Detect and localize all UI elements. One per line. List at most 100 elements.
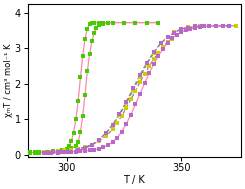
- Point: [220, 24, 224, 27]
- Point: [227, 24, 231, 27]
- Point: [97, 138, 101, 141]
- Point: [166, 36, 170, 39]
- Point: [220, 24, 224, 27]
- Point: [124, 106, 128, 109]
- Point: [46, 151, 50, 154]
- Point: [214, 24, 218, 27]
- Point: [227, 24, 231, 27]
- Point: [85, 70, 89, 73]
- Point: [69, 150, 73, 153]
- Point: [193, 25, 197, 28]
- Point: [69, 148, 73, 151]
- Point: [33, 151, 37, 154]
- Point: [138, 75, 142, 78]
- Point: [202, 25, 206, 28]
- Point: [193, 26, 197, 29]
- Point: [179, 27, 183, 30]
- Point: [69, 150, 73, 153]
- Point: [85, 27, 89, 30]
- Point: [62, 150, 66, 153]
- Point: [186, 26, 190, 29]
- Point: [42, 151, 46, 154]
- Point: [83, 145, 87, 148]
- Point: [56, 151, 60, 154]
- Point: [202, 25, 206, 28]
- Point: [42, 151, 46, 154]
- Point: [62, 149, 66, 152]
- Point: [101, 146, 105, 149]
- Point: [198, 25, 202, 28]
- Point: [72, 131, 75, 134]
- Point: [83, 93, 87, 96]
- Point: [170, 37, 174, 40]
- Point: [97, 24, 101, 27]
- Point: [83, 146, 87, 149]
- Point: [166, 35, 170, 38]
- Point: [92, 148, 96, 151]
- Point: [115, 121, 119, 124]
- Point: [110, 123, 114, 126]
- Point: [65, 148, 69, 151]
- Point: [179, 28, 183, 31]
- Point: [138, 81, 142, 84]
- Point: [106, 144, 110, 147]
- Point: [76, 141, 80, 144]
- Point: [65, 148, 69, 151]
- Point: [134, 21, 137, 24]
- Point: [88, 52, 92, 55]
- Point: [49, 151, 53, 154]
- Point: [131, 87, 135, 90]
- Point: [110, 128, 114, 131]
- Point: [214, 24, 218, 27]
- Point: [131, 89, 135, 92]
- Point: [97, 138, 101, 141]
- Point: [101, 22, 105, 25]
- Point: [159, 42, 163, 45]
- Point: [69, 147, 73, 150]
- Point: [184, 29, 188, 32]
- Point: [104, 132, 108, 135]
- Point: [97, 147, 101, 150]
- Point: [179, 31, 183, 34]
- Point: [124, 100, 128, 103]
- Point: [172, 31, 176, 34]
- Point: [115, 136, 119, 139]
- Point: [76, 149, 80, 152]
- Point: [152, 58, 156, 61]
- Point: [152, 50, 156, 53]
- Y-axis label: χₘT / cm³ mol⁻¹ K: χₘT / cm³ mol⁻¹ K: [4, 44, 13, 117]
- Point: [78, 150, 82, 153]
- Point: [46, 150, 50, 153]
- Point: [67, 145, 71, 148]
- Point: [161, 45, 165, 48]
- Point: [143, 72, 147, 75]
- Point: [90, 21, 94, 24]
- Point: [33, 151, 37, 154]
- Point: [76, 147, 80, 150]
- Point: [65, 150, 69, 153]
- Point: [97, 21, 101, 24]
- Point: [166, 41, 170, 44]
- Point: [234, 24, 238, 27]
- Point: [81, 54, 85, 57]
- Point: [104, 135, 108, 138]
- Point: [124, 122, 128, 125]
- Point: [117, 112, 121, 115]
- Point: [42, 150, 46, 153]
- Point: [110, 123, 114, 126]
- Point: [42, 150, 46, 153]
- Point: [56, 151, 60, 154]
- Point: [198, 25, 202, 28]
- Point: [214, 24, 218, 27]
- Point: [156, 54, 160, 57]
- Point: [37, 151, 41, 154]
- Point: [56, 149, 60, 152]
- Point: [138, 73, 142, 76]
- Point: [166, 41, 170, 44]
- Point: [227, 24, 231, 27]
- Point: [200, 25, 204, 28]
- Point: [97, 140, 101, 143]
- Point: [90, 143, 94, 146]
- Point: [220, 24, 224, 27]
- Point: [106, 21, 110, 24]
